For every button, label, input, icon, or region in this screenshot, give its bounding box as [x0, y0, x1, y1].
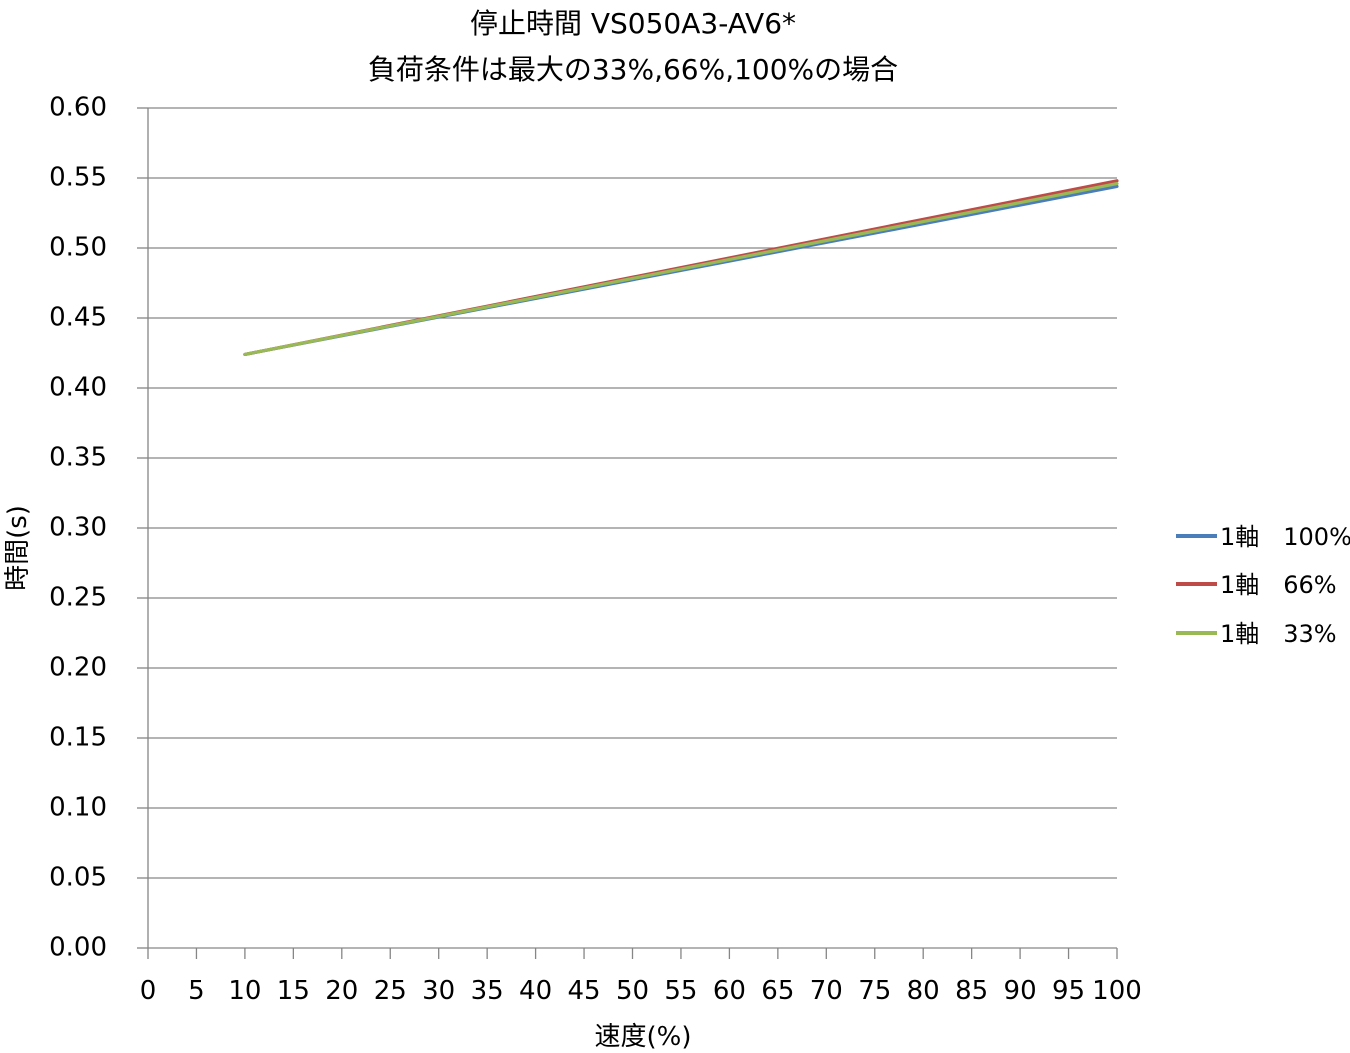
- x-tick-label: 45: [568, 976, 601, 1006]
- x-tick-label: 35: [471, 976, 504, 1006]
- y-tick-label: 0.50: [49, 233, 107, 263]
- x-tick-label: 90: [1004, 976, 1037, 1006]
- x-tick-labels: 0 5 10 15 20 25 30 35 40 45 50 55 60 65 70 75 80 85 90 95 10…: [140, 976, 1142, 1006]
- x-tick-label: 85: [955, 976, 988, 1006]
- x-tick-label: 100: [1092, 976, 1142, 1006]
- y-tick-label: 0.15: [49, 723, 107, 753]
- x-tick-label: 50: [616, 976, 649, 1006]
- y-tick-label: 0.30: [49, 513, 107, 543]
- gridlines: [148, 107, 1117, 879]
- x-axis-label: 速度(%): [595, 1022, 692, 1052]
- series-lines: [243, 179, 1119, 356]
- y-tick-label: 0.10: [49, 793, 107, 823]
- x-tick-label: 0: [140, 976, 157, 1006]
- y-tick-label: 0.55: [49, 163, 107, 193]
- legend: 1軸 100% 1軸 66% 1軸 33%: [1176, 523, 1350, 648]
- x-tick-label: 65: [761, 976, 794, 1006]
- y-tick-label: 0.25: [49, 583, 107, 613]
- series-line: [243, 182, 1119, 356]
- y-tick-label: 0.35: [49, 443, 107, 473]
- x-tick-label: 5: [188, 976, 205, 1006]
- x-tick-label: 30: [422, 976, 455, 1006]
- chart-title: 停止時間 VS050A3-AV6*: [469, 7, 797, 40]
- x-tick-label: 95: [1052, 976, 1085, 1006]
- x-tick-label: 80: [907, 976, 940, 1006]
- x-tick-label: 15: [277, 976, 310, 1006]
- x-tick-label: 75: [858, 976, 891, 1006]
- axes: [137, 107, 1118, 959]
- x-tick-label: 20: [325, 976, 358, 1006]
- chart-subtitle: 負荷条件は最大の33%,66%,100%の場合: [367, 53, 899, 86]
- y-axis-label: 時間(s): [3, 505, 33, 591]
- x-tick-label: 55: [664, 976, 697, 1006]
- x-tick-label: 25: [374, 976, 407, 1006]
- y-tick-label: 0.20: [49, 653, 107, 683]
- y-tick-label: 0.60: [49, 93, 107, 123]
- y-tick-label: 0.40: [49, 373, 107, 403]
- y-tick-label: 0.05: [49, 863, 107, 893]
- y-tick-label: 0.00: [49, 933, 107, 963]
- x-tick-label: 60: [713, 976, 746, 1006]
- y-tick-labels: 0.00 0.05 0.10 0.15 0.20 0.25 0.30 0.35 0.40 0.45…: [49, 93, 107, 963]
- x-tick-label: 70: [810, 976, 843, 1006]
- legend-label: 1軸 66%: [1220, 571, 1337, 599]
- legend-label: 1軸 100%: [1220, 523, 1350, 551]
- legend-label: 1軸 33%: [1220, 620, 1337, 648]
- y-tick-label: 0.45: [49, 303, 107, 333]
- x-tick-label: 10: [228, 976, 261, 1006]
- x-tick-label: 40: [519, 976, 552, 1006]
